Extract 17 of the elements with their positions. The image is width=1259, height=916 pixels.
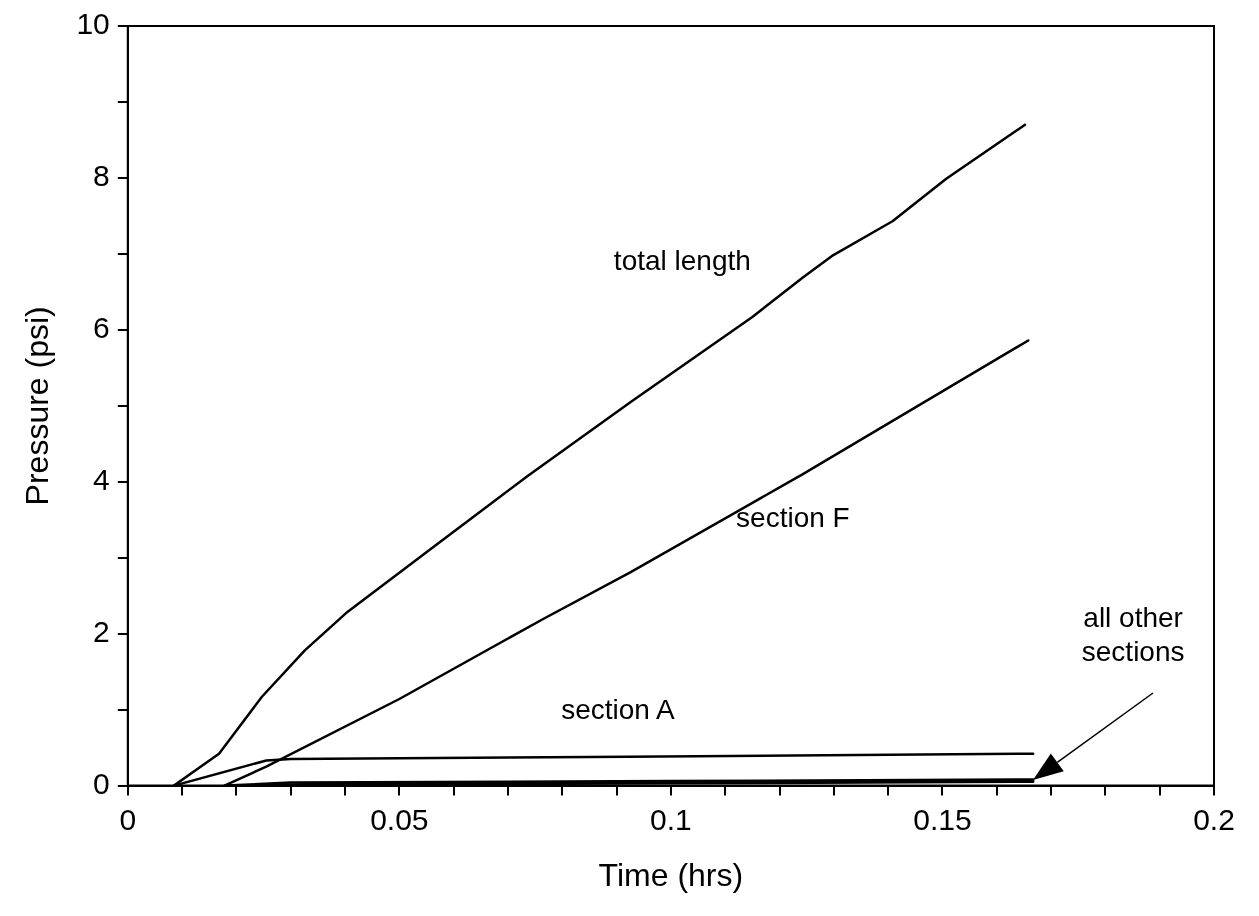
x-tick-label: 0.15 bbox=[913, 802, 972, 836]
x-tick-label: 0.1 bbox=[650, 802, 692, 836]
series-label: section F bbox=[736, 501, 850, 533]
y-tick-label: 10 bbox=[76, 7, 110, 41]
y-axis-title: Pressure (psi) bbox=[19, 306, 56, 506]
y-tick-label: 0 bbox=[93, 766, 110, 800]
annotation: all other sections bbox=[1081, 602, 1185, 668]
y-tick-label: 2 bbox=[93, 614, 110, 648]
y-tick-label: 4 bbox=[93, 463, 110, 497]
x-tick-label: 0.05 bbox=[370, 802, 429, 836]
x-tick-label: 0 bbox=[119, 802, 137, 836]
y-tick-label: 8 bbox=[93, 159, 110, 193]
x-axis-title: Time (hrs) bbox=[598, 856, 744, 893]
x-tick-label: 0.2 bbox=[1193, 802, 1235, 836]
series-label: total length bbox=[613, 244, 751, 276]
series-label: section A bbox=[561, 694, 676, 726]
y-tick-label: 6 bbox=[93, 311, 110, 345]
